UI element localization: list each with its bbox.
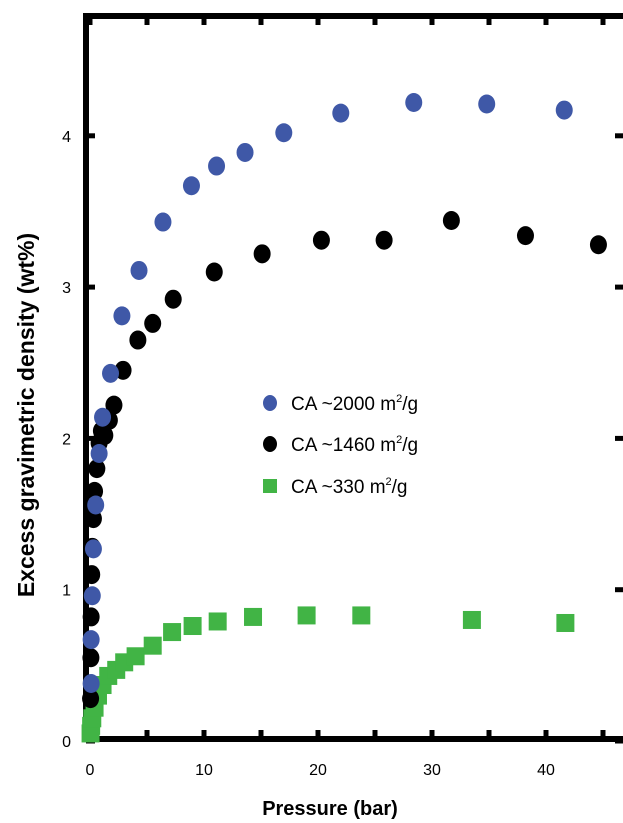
data-point bbox=[96, 425, 114, 445]
data-point bbox=[90, 444, 108, 464]
data-point bbox=[86, 481, 104, 501]
data-point bbox=[183, 617, 202, 636]
data-point bbox=[589, 235, 607, 255]
legend-marker bbox=[263, 436, 277, 452]
data-point bbox=[253, 244, 271, 264]
data-points bbox=[81, 93, 607, 743]
data-point bbox=[102, 363, 120, 383]
x-axis-ticks: 0 10 20 30 40 bbox=[86, 16, 606, 779]
legend-label: CA ~2000 m2/g bbox=[291, 393, 418, 415]
legend-label: CA ~1460 m2/g bbox=[291, 434, 418, 456]
data-point bbox=[164, 289, 182, 309]
data-point bbox=[556, 613, 575, 632]
series-0 bbox=[82, 93, 573, 694]
series-2 bbox=[81, 606, 575, 743]
data-point bbox=[555, 100, 573, 120]
data-point bbox=[516, 226, 534, 246]
data-point bbox=[163, 623, 182, 642]
data-point bbox=[82, 607, 100, 627]
data-point bbox=[82, 630, 100, 650]
data-point bbox=[82, 648, 100, 668]
data-point bbox=[275, 123, 293, 143]
legend-marker bbox=[263, 395, 277, 411]
data-point bbox=[208, 156, 226, 176]
data-point bbox=[375, 230, 393, 250]
y-axis-title: Excess gravimetric density (wt%) bbox=[13, 233, 39, 597]
y-tick-label: 4 bbox=[62, 129, 71, 146]
y-tick-label: 3 bbox=[62, 280, 71, 297]
data-point bbox=[144, 313, 162, 333]
data-point bbox=[405, 93, 423, 113]
data-point bbox=[352, 606, 371, 625]
data-point bbox=[130, 260, 148, 280]
data-point bbox=[205, 262, 223, 282]
data-point bbox=[105, 395, 123, 415]
data-point bbox=[84, 539, 102, 559]
legend-marker bbox=[263, 479, 277, 493]
legend-label: CA ~330 m2/g bbox=[291, 476, 408, 498]
data-point bbox=[297, 606, 316, 625]
x-axis-title: Pressure (bar) bbox=[262, 798, 398, 820]
data-point bbox=[82, 674, 100, 694]
x-tick-label: 30 bbox=[423, 762, 441, 779]
data-point bbox=[332, 103, 350, 123]
data-point bbox=[236, 142, 254, 162]
data-point bbox=[312, 230, 330, 250]
data-point bbox=[126, 647, 145, 666]
data-point bbox=[462, 610, 481, 629]
x-tick-label: 0 bbox=[86, 762, 95, 779]
data-point bbox=[208, 612, 227, 631]
data-point bbox=[442, 211, 460, 231]
x-tick-label: 20 bbox=[309, 762, 327, 779]
data-point bbox=[143, 636, 162, 655]
x-tick-label: 40 bbox=[537, 762, 555, 779]
data-point bbox=[94, 407, 112, 427]
data-point bbox=[478, 94, 496, 114]
data-point bbox=[83, 586, 101, 606]
series-1 bbox=[82, 211, 607, 709]
y-tick-label: 2 bbox=[62, 431, 71, 448]
data-point bbox=[244, 607, 263, 626]
y-tick-label: 0 bbox=[62, 734, 71, 751]
data-point bbox=[129, 330, 147, 350]
x-tick-label: 10 bbox=[195, 762, 213, 779]
legend: CA ~2000 m2/g CA ~1460 m2/g CA ~330 m2/g bbox=[263, 393, 418, 498]
data-point bbox=[87, 495, 105, 515]
data-point bbox=[113, 306, 131, 326]
data-point bbox=[88, 459, 106, 479]
data-point bbox=[154, 212, 172, 232]
y-tick-label: 1 bbox=[62, 583, 71, 600]
data-point bbox=[82, 689, 100, 709]
data-point bbox=[83, 565, 101, 585]
data-point bbox=[182, 176, 200, 196]
